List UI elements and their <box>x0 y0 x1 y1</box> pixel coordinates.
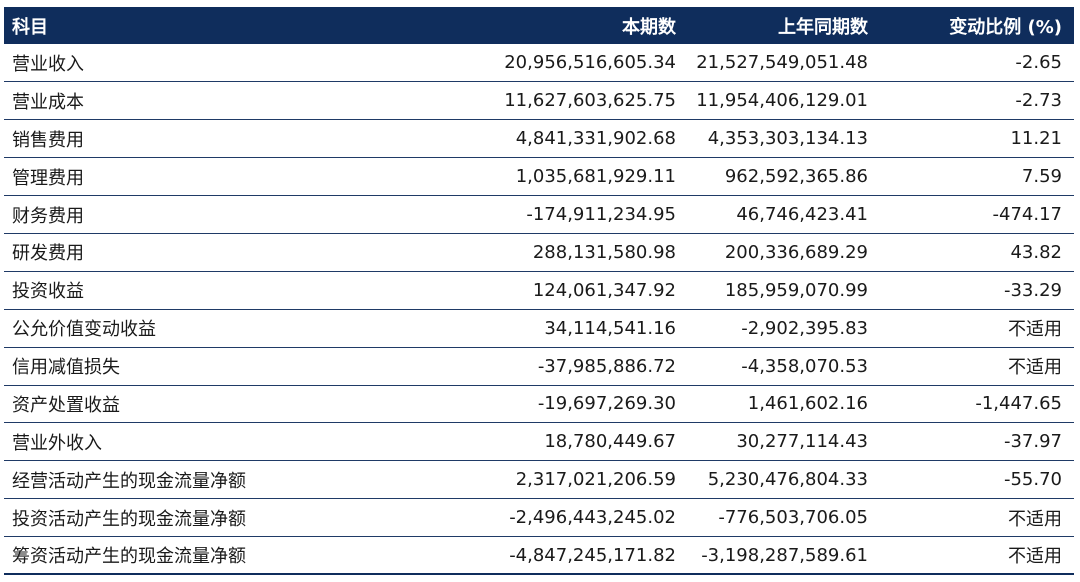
cell-change: 11.21 <box>1010 128 1062 150</box>
cell-change: -33.29 <box>1003 279 1062 301</box>
header-change-percent: 变动比例 (%) <box>949 16 1062 38</box>
cell-item: 管理费用 <box>12 167 84 189</box>
cell-change: -2.65 <box>1015 52 1062 74</box>
cell-prior: 185,959,070.99 <box>724 279 868 301</box>
header-prior-period: 上年同期数 <box>778 16 868 38</box>
cell-prior: 5,230,476,804.33 <box>707 469 868 491</box>
financial-table-container: 科目 本期数 上年同期数 变动比例 (%) 营业收入 20,956,516,605… <box>4 7 1074 575</box>
cell-item: 信用减值损失 <box>12 357 120 379</box>
cell-change: -1,447.65 <box>975 393 1062 415</box>
cell-item: 经营活动产生的现金流量净额 <box>12 470 246 492</box>
cell-item: 营业外收入 <box>12 432 102 454</box>
table-row: 研发费用 288,131,580.98 200,336,689.29 43.82 <box>4 233 1074 272</box>
table-row: 投资收益 124,061,347.92 185,959,070.99 -33.29 <box>4 271 1074 310</box>
table-row: 资产处置收益 -19,697,269.30 1,461,602.16 -1,447.6… <box>4 385 1074 423</box>
table-row: 筹资活动产生的现金流量净额 -4,847,245,171.82 -3,198,287… <box>4 537 1074 575</box>
cell-item: 营业收入 <box>12 53 84 75</box>
cell-current: -2,496,443,245.02 <box>509 507 676 529</box>
table-row: 营业外收入 18,780,449.67 30,277,114.43 -37.97 <box>4 423 1074 461</box>
cell-current: 20,956,516,605.34 <box>504 52 676 74</box>
financial-comparison-table: 科目 本期数 上年同期数 变动比例 (%) 营业收入 20,956,516,605… <box>4 7 1074 575</box>
cell-item: 投资活动产生的现金流量净额 <box>12 508 246 530</box>
cell-current: -37,985,886.72 <box>537 355 676 377</box>
cell-prior: -776,503,706.05 <box>718 507 868 529</box>
table-row: 管理费用 1,035,681,929.11 962,592,365.86 7.59 <box>4 158 1074 196</box>
cell-change: -37.97 <box>1003 431 1062 453</box>
cell-prior: 11,954,406,129.01 <box>696 90 868 112</box>
cell-prior: 4,353,303,134.13 <box>707 128 868 150</box>
cell-item: 销售费用 <box>12 129 84 151</box>
table-body: 营业收入 20,956,516,605.34 21,527,549,051.48 -2… <box>4 44 1074 575</box>
cell-prior: -4,358,070.53 <box>741 355 868 377</box>
header-item: 科目 <box>12 16 48 38</box>
cell-prior: 21,527,549,051.48 <box>696 52 868 74</box>
cell-current: 18,780,449.67 <box>544 431 676 453</box>
table-row: 公允价值变动收益 34,114,541.16 -2,902,395.83 不适用 <box>4 309 1074 348</box>
table-header-row: 科目 本期数 上年同期数 变动比例 (%) <box>4 7 1074 44</box>
cell-item: 财务费用 <box>12 205 84 227</box>
table-row: 营业成本 11,627,603,625.75 11,954,406,129.01 -2… <box>4 82 1074 120</box>
cell-prior: -2,902,395.83 <box>741 317 868 339</box>
header-current-period: 本期数 <box>622 16 676 38</box>
table-row: 投资活动产生的现金流量净额 -2,496,443,245.02 -776,503,7… <box>4 499 1074 537</box>
cell-prior: 30,277,114.43 <box>736 431 868 453</box>
cell-current: 2,317,021,206.59 <box>515 469 676 491</box>
cell-item: 投资收益 <box>12 281 84 303</box>
cell-item: 公允价值变动收益 <box>12 319 156 341</box>
cell-current: -174,911,234.95 <box>526 204 676 225</box>
cell-current: 34,114,541.16 <box>544 317 676 339</box>
table-row: 信用减值损失 -37,985,886.72 -4,358,070.53 不适用 <box>4 347 1074 386</box>
cell-current: 11,627,603,625.75 <box>504 90 676 112</box>
cell-change: 不适用 <box>1008 357 1062 379</box>
cell-item: 研发费用 <box>12 243 84 265</box>
cell-change: 不适用 <box>1008 508 1062 530</box>
cell-current: 1,035,681,929.11 <box>515 166 676 188</box>
table-row: 财务费用 -174,911,234.95 46,746,423.41 -474.17 <box>4 196 1074 234</box>
cell-current: -19,697,269.30 <box>537 393 676 415</box>
cell-change: 不适用 <box>1008 546 1062 568</box>
cell-change: 不适用 <box>1008 319 1062 341</box>
cell-item: 资产处置收益 <box>12 394 120 416</box>
cell-prior: 1,461,602.16 <box>747 393 868 415</box>
table-row: 经营活动产生的现金流量净额 2,317,021,206.59 5,230,476,8… <box>4 461 1074 499</box>
table-row: 销售费用 4,841,331,902.68 4,353,303,134.13 11.2… <box>4 120 1074 158</box>
cell-item: 营业成本 <box>12 91 84 113</box>
cell-item: 筹资活动产生的现金流量净额 <box>12 546 246 568</box>
cell-prior: 46,746,423.41 <box>736 204 868 225</box>
cell-current: 124,061,347.92 <box>532 279 676 301</box>
cell-change: -55.70 <box>1003 469 1062 491</box>
cell-change: 43.82 <box>1010 241 1062 263</box>
cell-change: -2.73 <box>1015 90 1062 112</box>
cell-current: 4,841,331,902.68 <box>515 128 676 150</box>
cell-current: 288,131,580.98 <box>532 241 676 263</box>
cell-prior: 200,336,689.29 <box>724 241 868 263</box>
cell-prior: -3,198,287,589.61 <box>701 544 868 566</box>
table-row: 营业收入 20,956,516,605.34 21,527,549,051.48 -2… <box>4 44 1074 82</box>
cell-change: -474.17 <box>992 204 1062 225</box>
cell-prior: 962,592,365.86 <box>724 166 868 188</box>
cell-change: 7.59 <box>1021 166 1062 188</box>
cell-current: -4,847,245,171.82 <box>509 544 676 566</box>
